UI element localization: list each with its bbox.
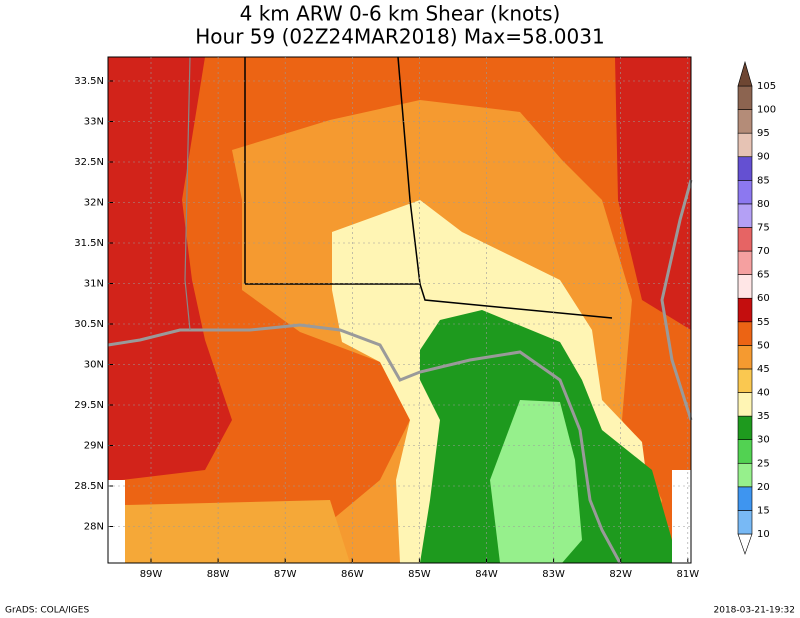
lat-label: 33N: [84, 117, 104, 128]
state-border: [397, 56, 421, 285]
colorbar-box: [737, 368, 753, 393]
shear-field: [490, 400, 582, 563]
lon-label: 87W: [274, 569, 297, 580]
map: [107, 56, 693, 564]
lat-label: 30.5N: [74, 319, 104, 330]
colorbar-box: [737, 203, 753, 228]
colorbar-label: 20: [757, 482, 770, 493]
no-data: [672, 470, 691, 563]
shear-field: [125, 500, 350, 563]
no-data: [108, 480, 125, 563]
lat-label: 28.5N: [74, 481, 104, 492]
lat-label: 29N: [84, 441, 104, 452]
footer-right: 2018-03-21-19:32: [714, 606, 796, 616]
colorbar-box: [737, 250, 753, 275]
colorbar-box: [737, 510, 753, 535]
colorbar-box: [737, 109, 753, 134]
colorbar-label: 45: [757, 364, 770, 375]
lat-label: 28N: [84, 522, 104, 533]
colorbar-label: 70: [757, 246, 770, 257]
colorbar-box: [737, 439, 753, 464]
colorbar-label: 35: [757, 411, 770, 422]
colorbar-end: [737, 533, 753, 555]
colorbar-box: [737, 156, 753, 181]
lon-label: 82W: [609, 569, 632, 580]
lon-label: 89W: [140, 569, 163, 580]
subtitle: Hour 59 (02Z24MAR2018) Max=58.0031: [195, 25, 604, 49]
colorbar-label: 90: [757, 152, 770, 163]
county-border: [184, 56, 191, 331]
map-frame: [107, 56, 692, 564]
lat-label: 32.5N: [74, 157, 104, 168]
colorbar-box: [737, 227, 753, 252]
colorbar-label: 50: [757, 340, 770, 351]
lat-label: 33.5N: [74, 76, 104, 87]
coastline: [107, 323, 622, 564]
lon-label: 85W: [408, 569, 431, 580]
colorbar-label: 75: [757, 222, 770, 233]
colorbar-label: 30: [757, 435, 770, 446]
colorbar-label: 100: [757, 105, 776, 116]
footer-left: GrADS: COLA/IGES: [5, 606, 89, 616]
colorbar-label: 105: [757, 81, 776, 92]
title: 4 km ARW 0-6 km Shear (knots): [240, 2, 561, 26]
lat-label: 29.5N: [74, 400, 104, 411]
colorbar: 10 15 20 25 30 35 40 45 50 55 60 65 70 75 80 85 90 95 100 1…: [737, 60, 776, 555]
lon-label: 86W: [341, 569, 364, 580]
colorbar-label: 25: [757, 458, 770, 469]
colorbar-box: [737, 132, 753, 158]
colorbar-label: 95: [757, 128, 770, 139]
lon-label: 88W: [207, 569, 230, 580]
colorbar-label: 60: [757, 293, 770, 304]
colorbar-box: [737, 392, 753, 417]
lat-label: 31N: [84, 279, 104, 290]
colorbar-label: 80: [757, 199, 770, 210]
lon-label: 83W: [542, 569, 565, 580]
colorbar-box: [737, 180, 753, 205]
colorbar-label: 65: [757, 270, 770, 281]
colorbar-label: 10: [757, 529, 770, 540]
colorbar-label: 85: [757, 175, 770, 186]
colorbar-label: 15: [757, 505, 770, 516]
lat-label: 32N: [84, 198, 104, 209]
colorbar-end: [737, 60, 753, 87]
colorbar-box: [737, 462, 753, 488]
coastline: [660, 179, 693, 421]
shear-field: [108, 57, 232, 480]
lat-label: 31.5N: [74, 238, 104, 249]
colorbar-box: [737, 297, 753, 323]
lon-axis: 89W 88W 87W 86W 85W 84W 83W 82W 81W: [140, 57, 699, 580]
lon-label: 84W: [475, 569, 498, 580]
colorbar-label: 55: [757, 317, 770, 328]
colorbar-box: [737, 415, 753, 440]
colorbar-box: [737, 274, 753, 299]
colorbar-box: [737, 85, 753, 110]
lat-axis: 33.5N 33N 32.5N 32N 31.5N 31N 30.5N 30N 29.5N 29N…: [74, 76, 691, 533]
colorbar-label: 40: [757, 388, 770, 399]
lat-label: 30N: [84, 360, 104, 371]
colorbar-box: [737, 321, 753, 346]
colorbar-box: [737, 486, 753, 511]
colorbar-box: [737, 345, 753, 370]
lon-label: 81W: [676, 569, 699, 580]
state-border: [245, 283, 613, 319]
